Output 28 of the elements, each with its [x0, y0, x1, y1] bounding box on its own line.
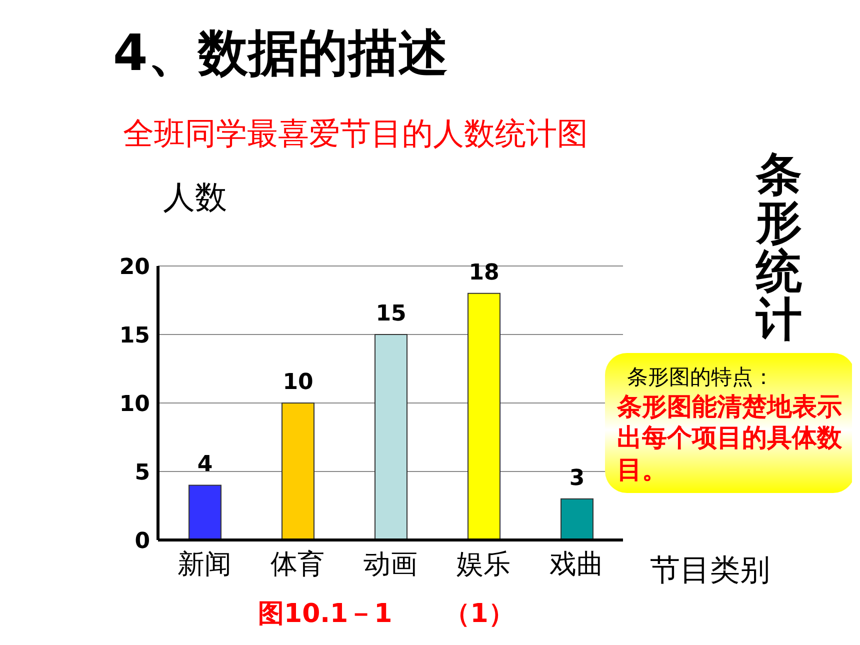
text: 条形图的特点： — [626, 364, 775, 391]
y-tick-label: 0 — [134, 528, 150, 554]
bar — [374, 334, 408, 540]
caption: 图10.1－1 （1） — [258, 598, 514, 631]
chart-subtitle: 全班同学最喜爱节目的人数统计图 — [123, 115, 588, 154]
bar — [560, 498, 594, 540]
x-tick-label: 新闻 — [178, 549, 232, 580]
chart-title: 4、数据的描述 — [113, 23, 448, 84]
annotation: 条形图能清楚地表示出每个项目的具体数目。 — [617, 391, 843, 485]
data-label: 4 — [197, 452, 213, 478]
data-label: 15 — [376, 302, 406, 326]
data-label: 3 — [569, 466, 585, 491]
y-tick-label: 5 — [134, 460, 150, 486]
x-tick-label: 动画 — [364, 549, 418, 580]
x-tick-label: 娱乐 — [456, 549, 510, 580]
x-tick-label: 戏曲 — [550, 549, 604, 580]
y-tick-label: 10 — [119, 392, 150, 417]
bar — [188, 484, 222, 540]
bar — [282, 402, 314, 540]
y-axis-title: 人数 — [163, 177, 227, 218]
data-label: 18 — [468, 260, 500, 286]
y-tick-label: 15 — [119, 323, 150, 348]
y-tick-label: 20 — [119, 254, 150, 280]
x-axis-title: 节目类别 — [650, 552, 770, 590]
x-tick-label: 体育 — [270, 549, 324, 580]
data-label: 10 — [282, 370, 314, 395]
text: 条形统计 — [756, 147, 803, 346]
bar — [468, 292, 500, 540]
